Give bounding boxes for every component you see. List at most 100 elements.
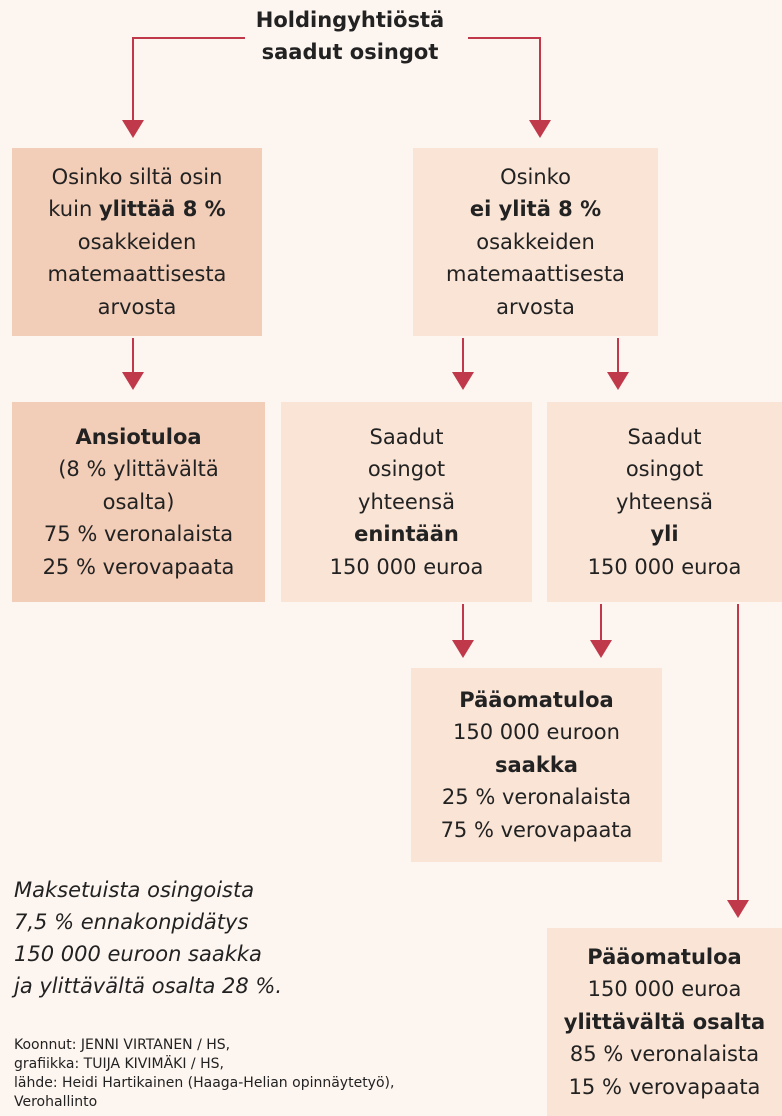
node-text: matemaattisesta: [47, 262, 227, 287]
node-line: 150 000 euroa: [588, 973, 742, 1006]
node-text: osalta): [102, 489, 175, 514]
node-line: 75 % verovapaata: [441, 814, 633, 847]
node-text: osingot: [367, 457, 446, 482]
node-line: 25 % veronalaista: [442, 781, 631, 814]
node-text: Saadut: [627, 424, 702, 449]
arrowhead: [452, 372, 474, 390]
node-line: osakkeiden: [476, 226, 595, 259]
title-line: saadut osingot: [261, 40, 439, 64]
node-line: Saadut: [628, 421, 702, 454]
node-line: arvosta: [496, 291, 575, 324]
node-text: 75 % verovapaata: [440, 817, 633, 842]
node: Osinko siltä osin kuin ylittää 8 % osakkei…: [12, 148, 262, 336]
node-line: 25 % verovapaata: [43, 551, 235, 584]
node-line: yhteensä: [616, 486, 713, 519]
node-line: yhteensä: [358, 486, 455, 519]
node-line: (8 % ylittävältä: [58, 453, 219, 486]
node: Saadut osingot yhteensä enintään 150 000 eur…: [281, 402, 532, 602]
node-line: Osinko siltä osin: [52, 161, 223, 194]
node-line: osingot: [626, 453, 703, 486]
arrowhead: [607, 372, 629, 390]
node-line: 150 000 euroa: [588, 551, 742, 584]
node-text: Osinko siltä osin: [51, 164, 223, 189]
node-text: 150 000 euroa: [329, 554, 484, 579]
node: Pääomatuloa 150 000 euroa ylittävältä osal…: [547, 928, 782, 1116]
node-text: 85 % veronalaista: [569, 1042, 760, 1067]
arrowhead: [122, 120, 144, 138]
node-text: ylittävältä osalta: [563, 1009, 766, 1034]
node-text: Pääomatuloa: [459, 687, 614, 712]
node-text: ylittää 8 %: [98, 197, 226, 222]
node-text: Saadut: [369, 424, 444, 449]
arrowheads: [122, 120, 749, 918]
node-line: Saadut: [370, 421, 444, 454]
note-line: ja ylittävältä osalta 28 %.: [14, 974, 283, 998]
node-text: 25 % veronalaista: [441, 785, 632, 810]
node-line: osingot: [368, 453, 445, 486]
node-text: arvosta: [496, 294, 575, 319]
node-text: 15 % verovapaata: [568, 1074, 761, 1099]
node-line: arvosta: [98, 291, 177, 324]
arrowhead: [122, 372, 144, 390]
node-line: Pääomatuloa: [587, 941, 741, 974]
node-line: osalta): [103, 486, 175, 519]
node-line: 150 000 euroa: [330, 551, 484, 584]
node-line: 15 % verovapaata: [569, 1071, 761, 1104]
node: Ansiotuloa (8 % ylittävältä osalta) 75 % ve…: [12, 402, 265, 602]
arrowhead: [590, 640, 612, 658]
node-line: Pääomatuloa: [459, 684, 613, 717]
title: Holdingyhtiöstä saadut osingot: [200, 4, 500, 68]
node-text: Ansiotuloa: [75, 424, 202, 449]
node-text: osakkeiden: [77, 229, 197, 254]
node-line: 150 000 euroon: [453, 716, 620, 749]
connector: [132, 37, 245, 122]
node-text: arvosta: [97, 294, 177, 319]
node-line: ei ylitä 8 %: [470, 193, 601, 226]
node-text: Pääomatuloa: [587, 944, 742, 969]
credit-line: Koonnut: JENNI VIRTANEN / HS,: [14, 1037, 231, 1053]
credit-line: lähde: Heidi Hartikainen (Haaga-Helian o…: [14, 1075, 395, 1091]
node-text: matemaattisesta: [446, 262, 625, 287]
node-line: osakkeiden: [78, 226, 197, 259]
node-text: Osinko: [500, 164, 571, 189]
credit-line: grafiikka: TUIJA KIVIMÄKI / HS,: [14, 1056, 224, 1072]
node-text: yli: [650, 522, 679, 547]
node: Pääomatuloa 150 000 euroon saakka 25 % vero…: [411, 668, 662, 862]
node-text: yhteensä: [616, 489, 713, 514]
credit-line: Verohallinto: [14, 1094, 98, 1110]
arrowhead: [452, 640, 474, 658]
note: Maksetuista osingoista 7,5 % ennakonpidät…: [14, 874, 282, 1002]
node-text: 75 % veronalaista: [43, 522, 234, 547]
connector-lines: [132, 37, 739, 902]
node-line: matemaattisesta: [48, 258, 227, 291]
node-text: ei ylitä 8 %: [469, 197, 602, 222]
arrowhead: [529, 120, 551, 138]
node: Osinko ei ylitä 8 % osakkeiden matemaattise…: [413, 148, 658, 336]
node-line: matemaattisesta: [446, 258, 625, 291]
node-text: enintään: [354, 522, 459, 547]
node-text: 150 000 euroa: [587, 554, 742, 579]
note-line: 150 000 euroon saakka: [14, 942, 262, 966]
node-text: 25 % verovapaata: [42, 554, 235, 579]
node-line: kuin ylittää 8 %: [48, 193, 225, 226]
node-text: osingot: [625, 457, 704, 482]
node-text: kuin: [48, 197, 99, 222]
node-text: osakkeiden: [476, 229, 595, 254]
node: Saadut osingot yhteensä yli 150 000 euroa: [547, 402, 782, 602]
title-line: Holdingyhtiöstä: [255, 8, 445, 32]
node-text: 150 000 euroa: [587, 977, 742, 1002]
node-text: yhteensä: [358, 489, 455, 514]
credits: Koonnut: JENNI VIRTANEN / HS, grafiikka: …: [14, 1036, 394, 1112]
note-line: 7,5 % ennakonpidätys: [14, 910, 249, 934]
node-line: yli: [650, 518, 678, 551]
node-line: 75 % veronalaista: [44, 518, 233, 551]
node-line: ylittävältä osalta: [564, 1006, 765, 1039]
node-text: (8 % ylittävältä: [58, 457, 219, 482]
node-line: saakka: [495, 749, 578, 782]
node-text: saakka: [495, 752, 578, 777]
connector: [468, 37, 541, 122]
arrowhead: [727, 900, 749, 918]
node-line: Ansiotuloa: [75, 421, 201, 454]
